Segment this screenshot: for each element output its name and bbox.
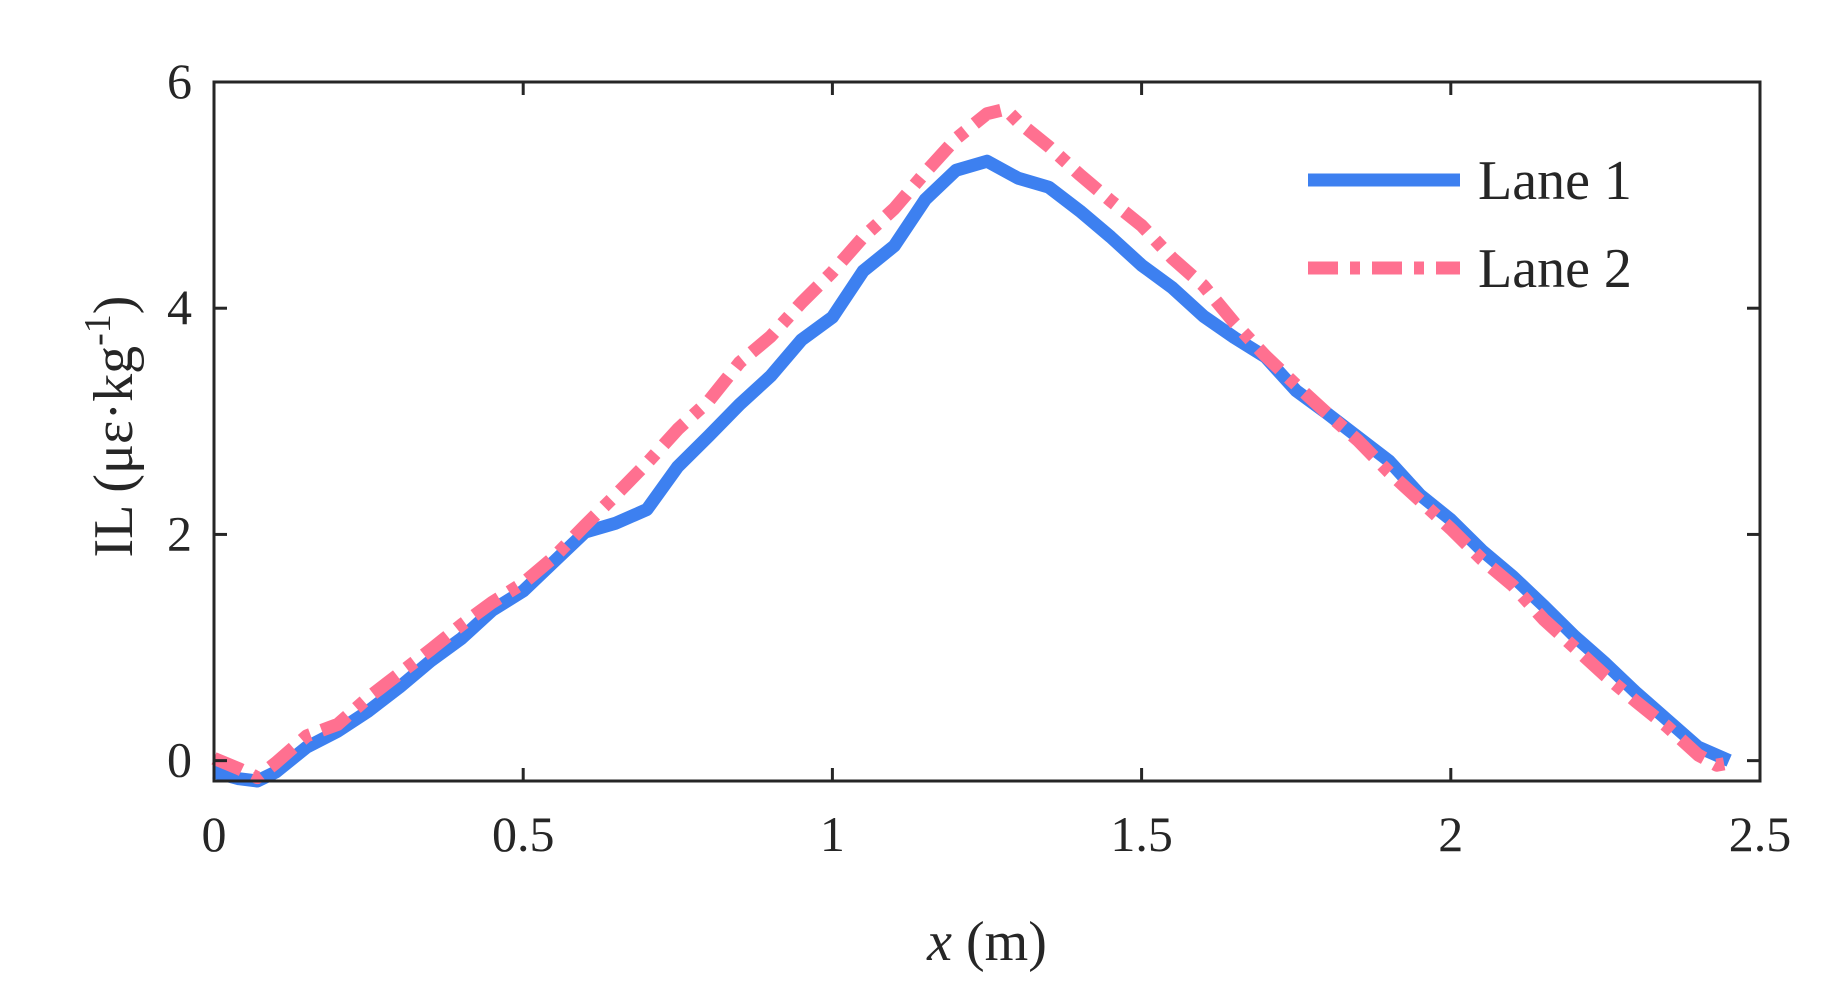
y-axis-title-main: IL (με·kg — [83, 346, 145, 558]
y-tick-label: 6 — [167, 53, 192, 109]
x-axis-title: x (m) — [926, 911, 1047, 973]
legend-label-lane-1: Lane 1 — [1478, 150, 1632, 212]
x-tick-label: 2 — [1438, 806, 1463, 862]
y-axis-title: IL (με·kg-1) — [77, 296, 145, 558]
x-axis-variable: x — [926, 911, 952, 973]
tick-labels: 0 0.5 1 1.5 2 2.5 0 2 4 6 — [167, 53, 1791, 862]
x-tick-label: 0.5 — [492, 806, 555, 862]
x-tick-label: 1 — [820, 806, 845, 862]
series-layer — [211, 102, 1732, 788]
legend-label-lane-2: Lane 2 — [1478, 238, 1632, 300]
ticks-layer — [212, 80, 1762, 781]
y-tick-label: 4 — [167, 279, 192, 335]
y-tick-label: 0 — [167, 732, 192, 788]
legend: Lane 1 Lane 2 — [1308, 150, 1632, 300]
x-tick-label: 2.5 — [1729, 806, 1792, 862]
x-tick-label: 0 — [202, 806, 227, 862]
plot-frame — [212, 80, 1762, 783]
y-axis-title-superscript: -1 — [77, 314, 119, 346]
y-axis-title-close: ) — [83, 296, 145, 315]
series-line-lane-1 — [212, 154, 1732, 788]
x-tick-label: 1.5 — [1110, 806, 1173, 862]
y-tick-label: 2 — [167, 505, 192, 561]
x-axis-unit: (m) — [952, 911, 1047, 973]
series-line-lane-2 — [211, 102, 1731, 785]
